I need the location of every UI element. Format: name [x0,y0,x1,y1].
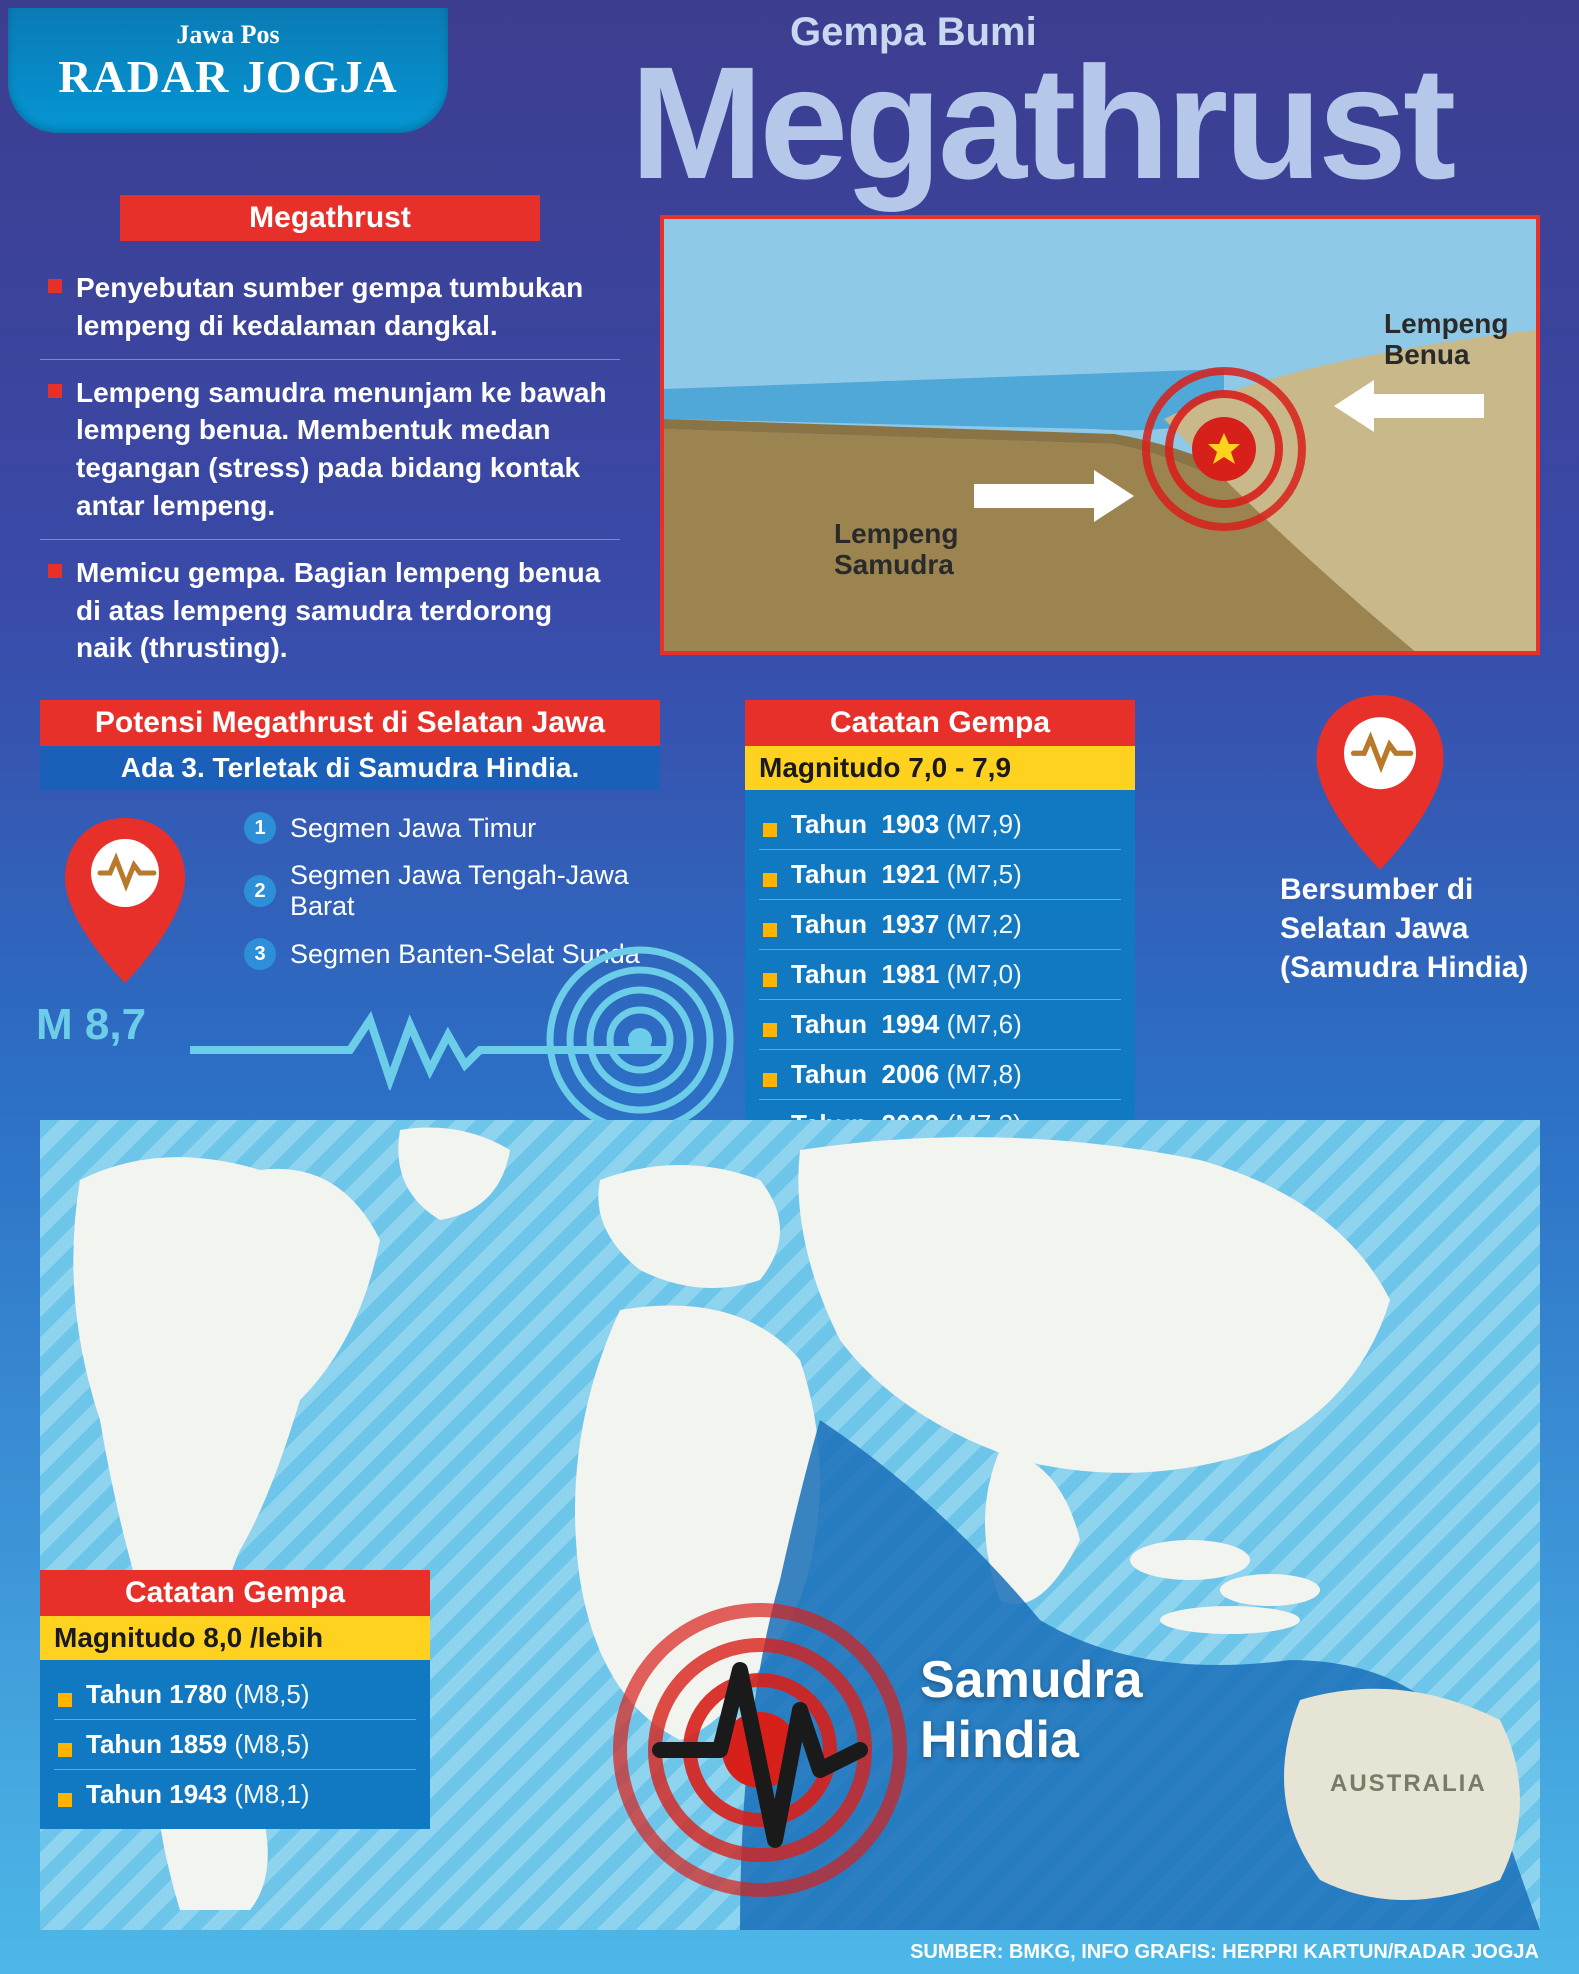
catatan8-list: Tahun 1780 (M8,5) Tahun 1859 (M8,5) Tahu… [40,1660,430,1829]
concentric-target-icon [540,940,740,1140]
event-row: Tahun 1921 (M7,5) [759,850,1121,900]
catatan7-header: Catatan Gempa [745,700,1135,746]
event-row: Tahun 1937 (M7,2) [759,900,1121,950]
segment-label: Segmen Jawa Timur [290,813,536,844]
bullet-icon [48,279,62,293]
event-text: Tahun 1780 (M8,5) [86,1679,310,1710]
event-row: Tahun 1994 (M7,6) [759,1000,1121,1050]
catatan8-header: Catatan Gempa [40,1570,430,1616]
plate-diagram: LempengSamudra LempengBenua [660,215,1540,655]
event-text: Tahun 1937 (M7,2) [791,909,1022,940]
catatan8-sub: Magnitudo 8,0 /lebih [40,1616,430,1660]
title-block: Gempa Bumi Megathrust [630,10,1452,191]
bullet-icon [763,1023,777,1037]
australia-label: AUSTRALIA [1330,1770,1487,1798]
event-text: Tahun 1859 (M8,5) [86,1729,310,1760]
bullet-icon [58,1743,72,1757]
title-main: Megathrust [630,55,1452,191]
plate-diagram-svg [664,219,1540,655]
segment-item: 2 Segmen Jawa Tengah-Jawa Barat [240,852,660,930]
event-text: Tahun 1921 (M7,5) [791,859,1022,890]
brand-badge: Jawa Pos RADAR JOGJA [8,8,448,133]
event-row: Tahun 1981 (M7,0) [759,950,1121,1000]
continent-plate-label: LempengBenua [1384,309,1508,371]
definition-item: Penyebutan sumber gempa tumbukan lempeng… [40,255,620,360]
map-pin-icon [1310,695,1450,875]
event-text: Tahun 2006 (M7,8) [791,1059,1022,1090]
potensi-sub: Ada 3. Terletak di Samudra Hindia. [40,746,660,790]
definition-text: Penyebutan sumber gempa tumbukan lempeng… [76,269,612,345]
number-badge: 2 [244,875,276,907]
bullet-icon [763,1073,777,1087]
definition-text: Memicu gempa. Bagian lempeng benua di at… [76,554,612,667]
ocean-plate-label: LempengSamudra [834,519,958,581]
event-text: Tahun 1981 (M7,0) [791,959,1022,990]
definition-text: Lempeng samudra menunjam ke bawah lempen… [76,374,612,525]
number-badge: 3 [244,938,276,970]
event-text: Tahun 1903 (M7,9) [791,809,1022,840]
segment-item: 1 Segmen Jawa Timur [240,804,660,852]
brand-main: RADAR JOGJA [8,50,448,103]
magnitude-label: M 8,7 [36,1000,146,1050]
definition-item: Lempeng samudra menunjam ke bawah lempen… [40,360,620,540]
bullet-icon [763,823,777,837]
source-credit: SUMBER: BMKG, INFO GRAFIS: HERPRI KARTUN… [910,1941,1539,1964]
catatan7-section: Catatan Gempa Magnitudo 7,0 - 7,9 Tahun … [745,700,1135,1159]
definition-header: Megathrust [120,195,540,241]
epicenter-icon [600,1590,920,1910]
map-pin-icon [60,818,190,988]
catatan7-sub: Magnitudo 7,0 - 7,9 [745,746,1135,790]
bullet-icon [58,1693,72,1707]
bullet-icon [763,873,777,887]
event-text: Tahun 1943 (M8,1) [86,1779,310,1810]
event-row: Tahun 1943 (M8,1) [54,1770,416,1819]
brand-top: Jawa Pos [8,20,448,50]
event-row: Tahun 1859 (M8,5) [54,1720,416,1770]
definition-section: Megathrust Penyebutan sumber gempa tumbu… [40,195,620,681]
bullet-icon [763,973,777,987]
catatan7-list: Tahun 1903 (M7,9) Tahun 1921 (M7,5) Tahu… [745,790,1135,1159]
number-badge: 1 [244,812,276,844]
bullet-icon [48,564,62,578]
event-row: Tahun 2006 (M7,8) [759,1050,1121,1100]
bullet-icon [48,384,62,398]
ocean-label: SamudraHindia [920,1650,1143,1770]
definition-item: Memicu gempa. Bagian lempeng benua di at… [40,540,620,681]
catatan8-section: Catatan Gempa Magnitudo 8,0 /lebih Tahun… [40,1570,430,1829]
event-row: Tahun 1903 (M7,9) [759,800,1121,850]
potensi-header: Potensi Megathrust di Selatan Jawa [40,700,660,746]
event-text: Tahun 1994 (M7,6) [791,1009,1022,1040]
source-note: Bersumber di Selatan Jawa (Samudra Hindi… [1280,870,1540,987]
bullet-icon [58,1793,72,1807]
segment-label: Segmen Jawa Tengah-Jawa Barat [290,860,656,922]
bullet-icon [763,923,777,937]
event-row: Tahun 1780 (M8,5) [54,1670,416,1720]
